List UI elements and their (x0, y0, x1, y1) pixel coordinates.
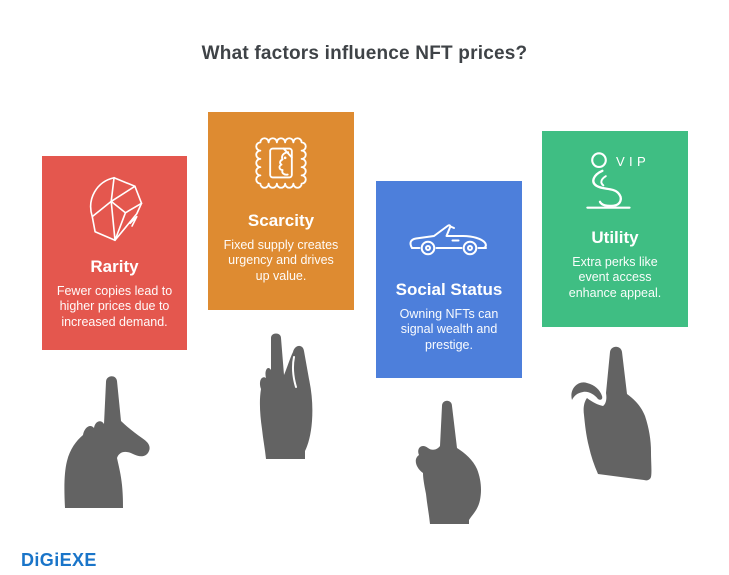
card-description: Extra perks like event access enhance ap… (568, 255, 662, 300)
pointing-hand-icon (259, 333, 313, 459)
stamp-icon (255, 137, 307, 189)
convertible-car-icon (409, 224, 487, 256)
card-title: Utility (591, 228, 639, 247)
card-description: Owning NFTs can signal wealth and presti… (399, 307, 499, 352)
pointing-hand-icon (415, 400, 481, 524)
vip-seat-icon: VIP (586, 152, 650, 209)
card-scarcity: Scarcity Fixed supply creates urgency an… (208, 112, 354, 310)
card-social-status: Social Status Owning NFTs can signal wea… (376, 181, 522, 378)
pointing-hand-icon (64, 376, 150, 508)
card-title: Social Status (395, 280, 503, 299)
card-description: Fixed supply creates urgency and drives … (223, 238, 339, 283)
diamond-icon (89, 176, 142, 242)
digiexe-logo: DiGiEXE (21, 550, 97, 570)
card-rarity: Rarity Fewer copies lead to higher price… (42, 156, 187, 350)
card-title: Rarity (90, 257, 139, 276)
pointing-hand-icon (571, 346, 652, 481)
vip-label: VIP (616, 154, 650, 169)
card-title: Scarcity (247, 211, 315, 230)
page-title: What factors influence NFT prices? (201, 43, 528, 64)
card-description: Fewer copies lead to higher prices due t… (56, 284, 173, 329)
card-utility: VIP Utility Extra perks like event acces… (542, 131, 688, 327)
